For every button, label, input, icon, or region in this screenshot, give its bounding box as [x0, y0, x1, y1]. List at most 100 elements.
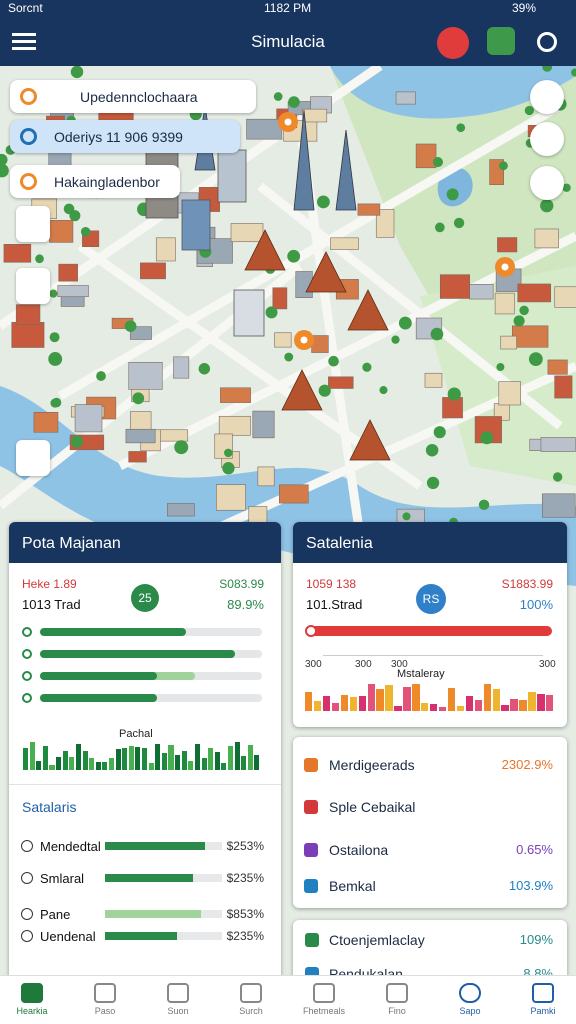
nav-icon: [459, 983, 481, 1003]
tree: [0, 153, 8, 166]
building: [15, 304, 41, 325]
map-pin-dot: [284, 118, 292, 126]
map-side-button[interactable]: [530, 80, 564, 114]
map-tool-button[interactable]: [16, 440, 50, 476]
row-radio[interactable]: [21, 840, 33, 852]
row-fill: [105, 932, 177, 940]
panel-header: [9, 522, 281, 563]
building: [140, 262, 166, 280]
nav-item[interactable]: Sapo: [438, 976, 502, 1024]
map-chip[interactable]: Oderiys 11 906 9399: [10, 120, 240, 153]
map-pin-dot: [501, 263, 509, 271]
stat-label: 1059 138: [306, 577, 357, 591]
mini-bar: [367, 684, 375, 711]
mini-bar: [519, 700, 527, 711]
avatar-button[interactable]: [437, 27, 469, 59]
nav-item[interactable]: Fino: [365, 976, 429, 1024]
mini-bar: [214, 752, 220, 770]
building: [497, 237, 518, 253]
row-fill: [105, 874, 193, 882]
nav-label: Suon: [167, 1006, 189, 1016]
menu-line: [12, 40, 36, 43]
tower: [181, 199, 211, 251]
mini-bar: [376, 689, 384, 711]
nav-item[interactable]: Pamki: [511, 976, 575, 1024]
map-side-button[interactable]: [530, 122, 564, 156]
road: [57, 102, 563, 400]
stat-value: 89.9%: [227, 597, 264, 612]
menu-line: [12, 47, 36, 50]
nav-item[interactable]: Paso: [73, 976, 137, 1024]
mini-bar: [412, 683, 420, 711]
tree: [70, 66, 84, 79]
section-title: Satalaris: [22, 799, 77, 815]
header-title: Simulacia: [251, 32, 325, 51]
nav-item[interactable]: Suon: [146, 976, 210, 1024]
temple: [244, 229, 286, 271]
tree: [222, 462, 235, 475]
building: [272, 287, 288, 310]
building: [494, 292, 515, 315]
building: [246, 118, 283, 140]
row-icon: [22, 693, 32, 703]
nav-item[interactable]: Surch: [219, 976, 283, 1024]
tree: [316, 195, 330, 209]
chart-label: Pachal: [119, 728, 153, 740]
mini-bar: [510, 699, 518, 711]
mini-bar: [23, 748, 29, 770]
building: [517, 283, 552, 303]
mini-bar: [89, 758, 95, 770]
progress-fill: [40, 628, 186, 636]
mini-bar: [122, 747, 128, 770]
tree: [48, 352, 63, 366]
mini-bar: [168, 745, 174, 770]
map-side-button[interactable]: [530, 166, 564, 200]
nav-item[interactable]: Hearkia: [0, 976, 64, 1024]
map-chip[interactable]: Hakaingladenbor: [10, 165, 180, 198]
map-tool-button[interactable]: [16, 206, 50, 242]
building: [216, 484, 246, 511]
mini-bar: [42, 746, 48, 770]
stat-label: S1883.99: [501, 577, 553, 591]
divider: [9, 784, 281, 785]
row-radio[interactable]: [21, 908, 33, 920]
menu-button[interactable]: [12, 33, 36, 51]
mini-bar: [102, 762, 108, 770]
metric-icon: [304, 843, 318, 857]
summary-value: 109%: [519, 932, 553, 947]
map-tool-button[interactable]: [16, 268, 50, 304]
nav-icon: [240, 983, 262, 1003]
skyscraper: [293, 109, 315, 211]
mini-bar: [181, 751, 187, 770]
tree: [425, 443, 439, 457]
row-value: $853%: [226, 907, 264, 921]
mini-bar: [142, 748, 148, 770]
row-radio[interactable]: [21, 872, 33, 884]
mini-bar: [161, 752, 167, 770]
tree: [552, 472, 563, 482]
building: [498, 381, 521, 406]
building: [541, 493, 576, 518]
nav-item[interactable]: Fhetmeals: [292, 976, 356, 1024]
building: [49, 220, 74, 243]
temple: [281, 369, 323, 411]
mini-bar: [49, 765, 55, 770]
settings-button[interactable]: [537, 32, 557, 52]
menu-line: [12, 33, 36, 36]
mini-bar: [546, 695, 554, 711]
row-radio[interactable]: [21, 930, 33, 942]
mini-bar: [537, 693, 545, 711]
nav-label: Paso: [94, 1006, 116, 1016]
nav-icon: [532, 983, 554, 1003]
mini-bar: [430, 704, 438, 711]
badge: 25: [131, 584, 159, 612]
tower: [233, 289, 265, 337]
map-chip[interactable]: Upedennclochaara: [10, 80, 256, 113]
tree: [398, 316, 412, 330]
tree: [224, 448, 233, 458]
mini-bar: [465, 695, 474, 711]
avatar-button[interactable]: [487, 27, 515, 55]
metric-label: Sple Cebaikal: [329, 799, 416, 815]
chip-text: Oderiys 11 906 9399: [54, 129, 183, 145]
